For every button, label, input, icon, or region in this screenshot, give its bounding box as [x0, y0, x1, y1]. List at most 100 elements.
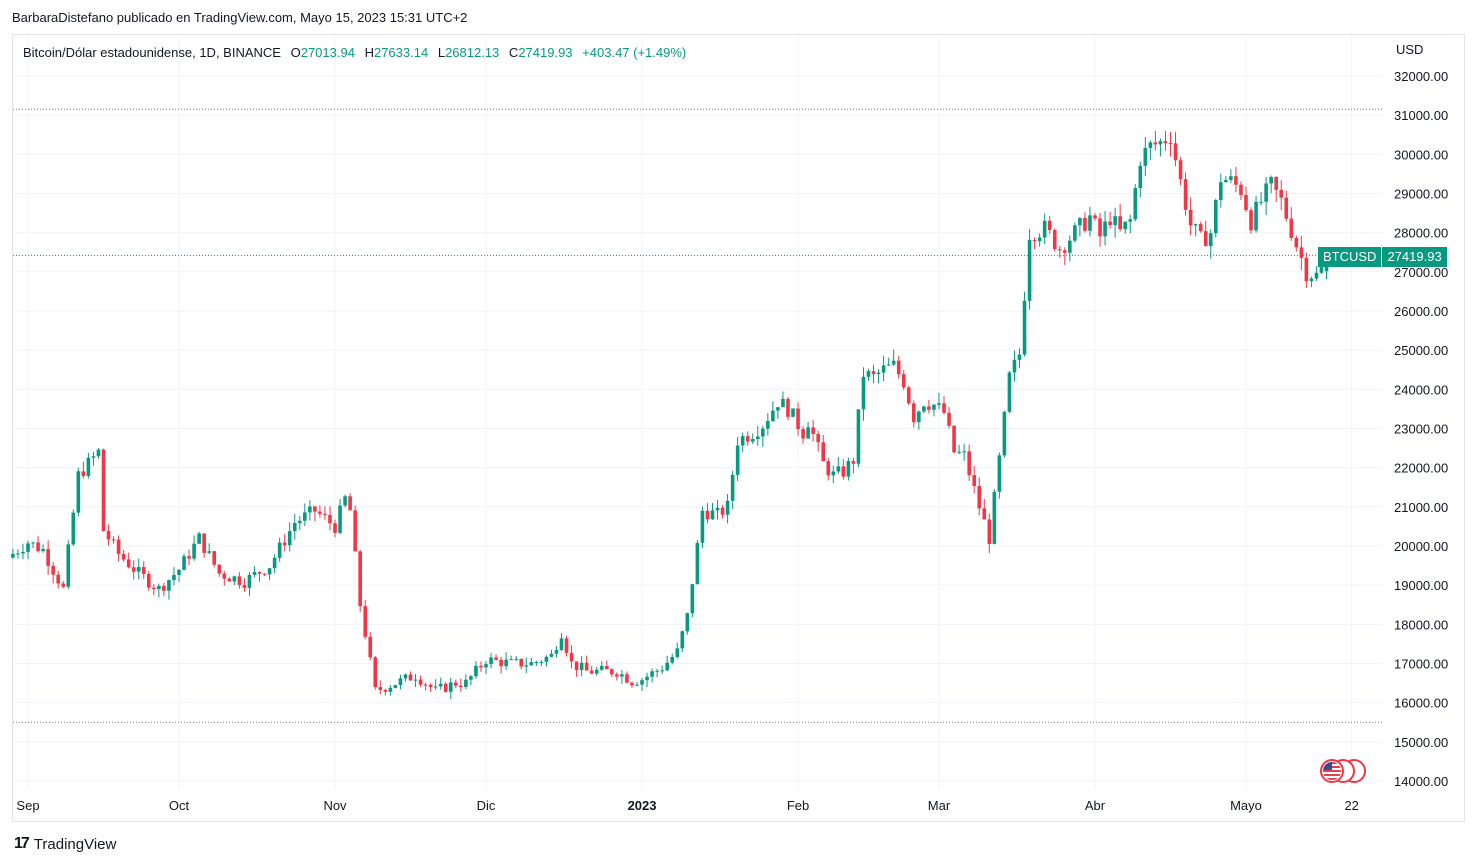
- candle-body: [871, 371, 876, 375]
- candle-body: [328, 514, 332, 524]
- candle-body: [287, 531, 292, 546]
- candle-body: [735, 445, 740, 475]
- candle-body: [841, 466, 846, 477]
- candle-body: [821, 442, 826, 462]
- candle-body: [91, 456, 96, 458]
- legend-low-label: L: [437, 45, 446, 60]
- candle-body: [1203, 231, 1208, 247]
- candle-body: [761, 428, 765, 437]
- candle-body: [766, 420, 770, 429]
- candle-body: [413, 679, 418, 681]
- candle-body: [383, 689, 388, 692]
- candle-body: [247, 574, 252, 588]
- candle-body: [912, 403, 916, 423]
- candle-body: [252, 572, 257, 575]
- candle-body: [1062, 250, 1067, 253]
- candle-body: [1037, 237, 1042, 242]
- legend-open-value: 27013.94: [300, 45, 355, 60]
- candle-body: [157, 585, 161, 589]
- candle-body: [1098, 218, 1102, 237]
- candle-body: [796, 408, 800, 430]
- candle-body: [1279, 189, 1284, 198]
- y-tick-label: 21000.00: [1394, 500, 1448, 515]
- candle-body: [222, 573, 227, 579]
- x-tick-label: Nov: [323, 798, 347, 813]
- candle-body: [373, 657, 378, 688]
- candle-body: [31, 542, 35, 544]
- candle-body: [710, 510, 715, 520]
- candle-body: [610, 669, 614, 675]
- candle-body: [136, 567, 141, 572]
- legend-change: +403.47 (+1.49%): [582, 45, 687, 60]
- candle-body: [1198, 224, 1203, 232]
- candle-body: [745, 436, 750, 442]
- candle-body: [323, 513, 327, 515]
- y-tick-label: 17000.00: [1394, 656, 1448, 671]
- candle-body: [539, 661, 544, 663]
- candle-body: [932, 404, 936, 410]
- candle-body: [131, 567, 136, 572]
- candle-body: [695, 542, 700, 585]
- candle-body: [177, 569, 181, 575]
- candle-body: [1047, 220, 1052, 231]
- candle-body: [267, 568, 272, 575]
- candle-body: [982, 508, 987, 520]
- candle-body: [1254, 201, 1258, 231]
- tradingview-logo[interactable]: 17 TradingView: [14, 835, 116, 853]
- candle-body: [957, 451, 961, 453]
- candle-body: [1229, 176, 1233, 180]
- y-tick-label: 23000.00: [1394, 421, 1448, 436]
- x-tick-label: Abr: [1085, 798, 1106, 813]
- candle-body: [620, 674, 624, 677]
- legend-high-label: H: [364, 45, 374, 60]
- x-tick-label: Mayo: [1230, 798, 1262, 813]
- candle-body: [670, 657, 675, 663]
- candle-body: [574, 661, 579, 671]
- candle-body: [549, 653, 554, 657]
- y-tick-label: 15000.00: [1394, 735, 1448, 750]
- y-tick-label: 30000.00: [1394, 147, 1448, 162]
- candle-body: [378, 687, 383, 690]
- candle-body: [454, 682, 458, 686]
- candle-body: [96, 449, 101, 457]
- candle-body: [786, 398, 790, 417]
- legend-symbol: Bitcoin/Dólar estadounidense, 1D, BINANC…: [23, 45, 281, 60]
- candle-body: [851, 461, 856, 464]
- candle-body: [448, 682, 453, 692]
- y-tick-label: 26000.00: [1394, 304, 1448, 319]
- candle-body: [881, 365, 886, 373]
- candle-body: [514, 658, 519, 660]
- candle-body: [1314, 272, 1319, 279]
- candle-body: [393, 685, 398, 688]
- candle-body: [771, 410, 775, 421]
- candle-body: [640, 680, 644, 685]
- candle-body: [519, 658, 524, 667]
- candle-body: [866, 371, 871, 377]
- currency-label[interactable]: USD: [1396, 42, 1424, 57]
- us-flag-icon[interactable]: [1316, 757, 1368, 785]
- candle-body: [232, 576, 237, 582]
- candle-body: [942, 403, 946, 413]
- candle-body: [811, 427, 815, 434]
- candle-body: [1073, 225, 1077, 241]
- candle-body: [599, 666, 604, 670]
- candle-body: [1153, 142, 1158, 145]
- candle-body: [353, 510, 357, 552]
- candle-body: [937, 403, 941, 405]
- candle-body: [106, 531, 111, 540]
- x-tick-label: Dic: [477, 798, 496, 813]
- candle-body: [1249, 210, 1253, 231]
- candle-body: [559, 638, 564, 651]
- candle-body: [101, 449, 106, 532]
- candle-body: [1007, 372, 1012, 412]
- candle-body: [1143, 147, 1148, 166]
- candle-body: [46, 549, 50, 566]
- candle-body: [333, 523, 337, 533]
- candle-body: [685, 613, 690, 632]
- candle-body: [348, 496, 352, 511]
- candle-body: [836, 466, 841, 472]
- publisher-line: BarbaraDistefano publicado en TradingVie…: [12, 10, 468, 25]
- candle-body: [292, 523, 297, 532]
- chart-panel[interactable]: [12, 34, 1465, 822]
